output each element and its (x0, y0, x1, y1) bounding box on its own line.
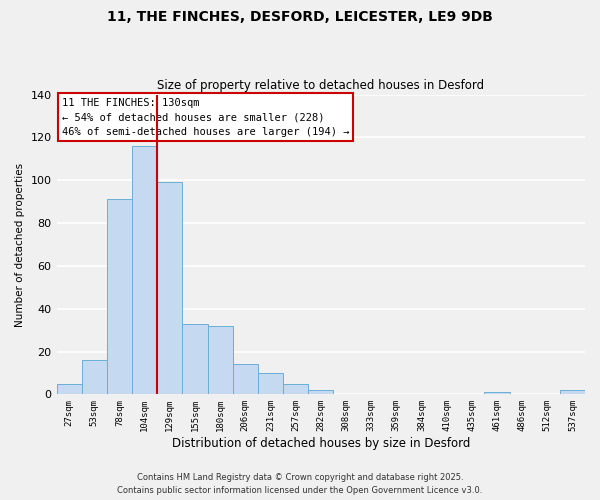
Bar (107, 200, 132, 394)
X-axis label: Distribution of detached houses by size in Desford: Distribution of detached houses by size … (172, 437, 470, 450)
Text: 11, THE FINCHES, DESFORD, LEICESTER, LE9 9DB: 11, THE FINCHES, DESFORD, LEICESTER, LE9… (107, 10, 493, 24)
Bar (258, 373, 283, 394)
Bar (308, 390, 334, 394)
Y-axis label: Number of detached properties: Number of detached properties (15, 162, 25, 326)
Text: 11 THE FINCHES: 130sqm
← 54% of detached houses are smaller (228)
46% of semi-de: 11 THE FINCHES: 130sqm ← 54% of detached… (62, 98, 349, 137)
Bar (208, 326, 233, 394)
Bar (484, 392, 509, 394)
Bar (157, 182, 182, 394)
Bar (182, 324, 208, 394)
Bar (233, 364, 258, 394)
Bar (132, 146, 157, 394)
Text: Contains HM Land Registry data © Crown copyright and database right 2025.
Contai: Contains HM Land Registry data © Crown c… (118, 474, 482, 495)
Title: Size of property relative to detached houses in Desford: Size of property relative to detached ho… (157, 79, 484, 92)
Bar (283, 384, 308, 394)
Bar (56, 384, 82, 394)
Bar (82, 360, 107, 394)
Bar (560, 390, 585, 394)
